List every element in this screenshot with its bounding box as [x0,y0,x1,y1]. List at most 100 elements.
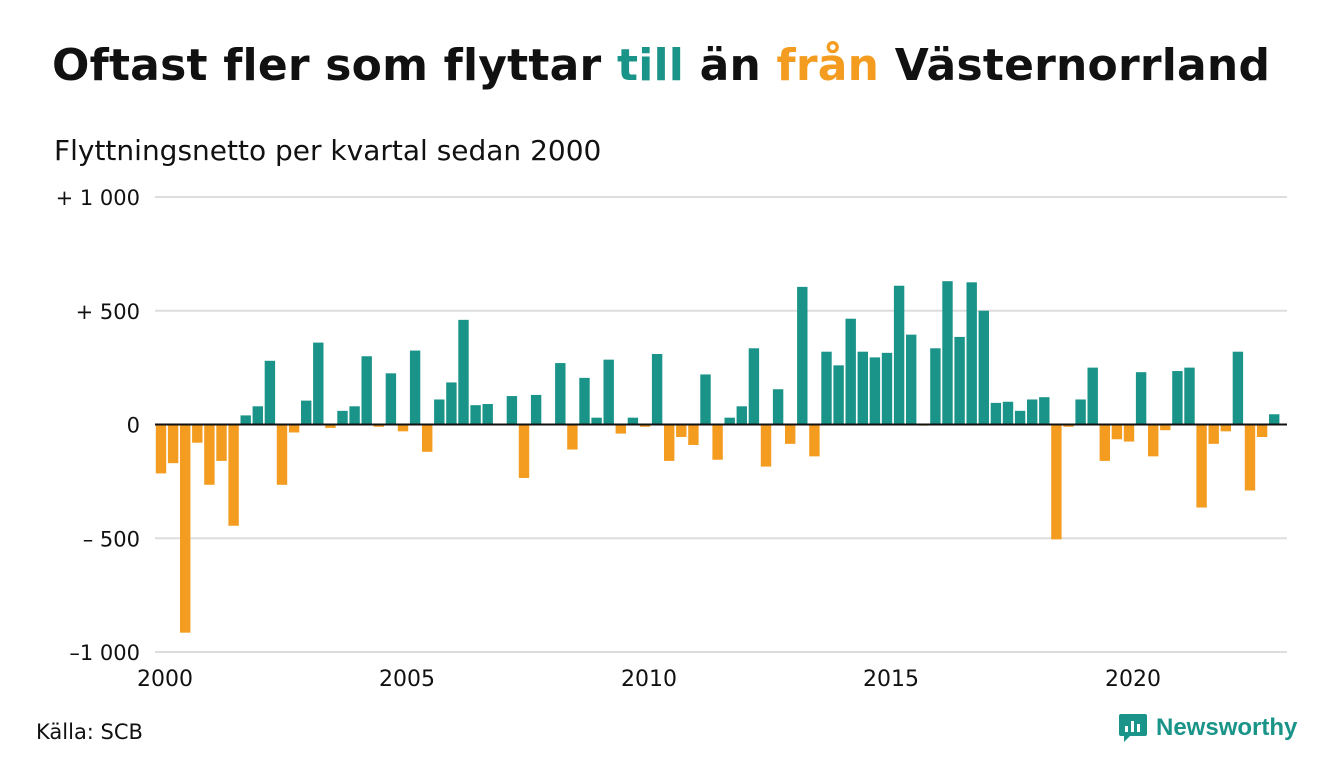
bar [639,424,651,427]
bar [1087,367,1098,425]
bar [1039,397,1050,425]
chart-title: Oftast fler som flyttar till än från Väs… [52,40,1270,91]
bar [893,285,905,425]
bar [1172,371,1183,425]
bar [337,410,348,425]
bar [518,424,530,478]
y-axis-tick-labels: + 1 000 + 500 0 – 500 –1 000 [56,186,140,665]
bar [869,357,881,425]
bar [772,389,784,425]
bar [1196,424,1207,508]
bar [409,350,421,425]
bar [797,286,808,425]
y-tick-label: – 500 [83,527,140,551]
bar [422,424,433,452]
x-tick-label: 2015 [863,667,919,692]
bar [1014,410,1026,425]
bar [1269,414,1280,425]
bar [458,319,469,425]
bar [325,424,336,428]
bar [906,334,917,425]
bar [736,406,747,425]
bar [506,396,518,425]
x-tick-label: 2000 [137,667,193,692]
x-axis-tick-labels: 2000 2005 2010 2015 2020 [137,667,1161,692]
bar [664,424,675,461]
bar [579,377,590,425]
newsworthy-logo-icon [1119,714,1147,742]
title-part-3: Västernorrland [879,40,1271,91]
bar [313,342,324,425]
bar [785,424,796,444]
bar [385,373,397,425]
bar [857,351,868,425]
bar [760,424,772,467]
x-tick-label: 2010 [621,667,677,692]
bar [1063,424,1074,427]
bar [1135,372,1147,425]
bar [821,351,832,425]
x-tick-label: 2020 [1105,667,1161,692]
title-part-2: än [684,40,777,91]
bar [530,394,542,425]
bar [155,424,167,474]
bar [1075,399,1086,425]
bar [700,374,711,425]
bar [301,400,312,425]
bar [373,424,384,427]
bar [990,402,1002,425]
bar [1220,424,1231,432]
bar [276,424,288,485]
bar [361,356,372,425]
bar [845,318,856,425]
y-tick-label: + 500 [76,300,140,324]
bar [349,406,360,425]
bar [567,424,578,450]
bar [724,417,735,425]
bar [434,399,445,425]
bar [167,424,179,464]
x-tick-label: 2005 [379,667,435,692]
bar [1160,424,1171,431]
bar [881,352,893,425]
y-tick-label: + 1 000 [56,186,140,210]
bar [688,424,699,445]
title-part-1: Oftast fler som flyttar [52,40,617,91]
bar [216,424,227,461]
bar [942,281,953,425]
bar [264,360,276,425]
bar [1123,424,1135,442]
bar [1208,424,1219,444]
bar [748,348,760,425]
bar [930,348,941,425]
chart-subtitle: Flyttningsnetto per kvartal sedan 2000 [54,134,602,167]
bar [651,353,663,425]
bar [192,424,203,443]
bar [204,424,215,485]
brand-logo: Newsworthy [1118,712,1297,744]
bar [809,424,820,457]
title-word-fran: från [776,40,880,91]
bar [240,415,251,425]
source-note: Källa: SCB [36,720,143,744]
bar [1184,367,1195,425]
bar [288,424,300,433]
bar [1148,424,1159,457]
bar [228,424,239,526]
bar [1232,351,1244,425]
gridlines [155,196,1287,653]
brand-name: Newsworthy [1156,714,1298,741]
y-tick-label: 0 [127,414,140,438]
title-word-till: till [616,40,685,91]
bar [1051,424,1062,540]
bar [1099,424,1110,461]
bar [1027,399,1038,425]
bar [1256,424,1268,438]
bars [155,281,1280,633]
bar [555,363,566,425]
bar [615,424,626,434]
bar [833,365,844,425]
bar [591,417,602,425]
bar [627,417,639,425]
